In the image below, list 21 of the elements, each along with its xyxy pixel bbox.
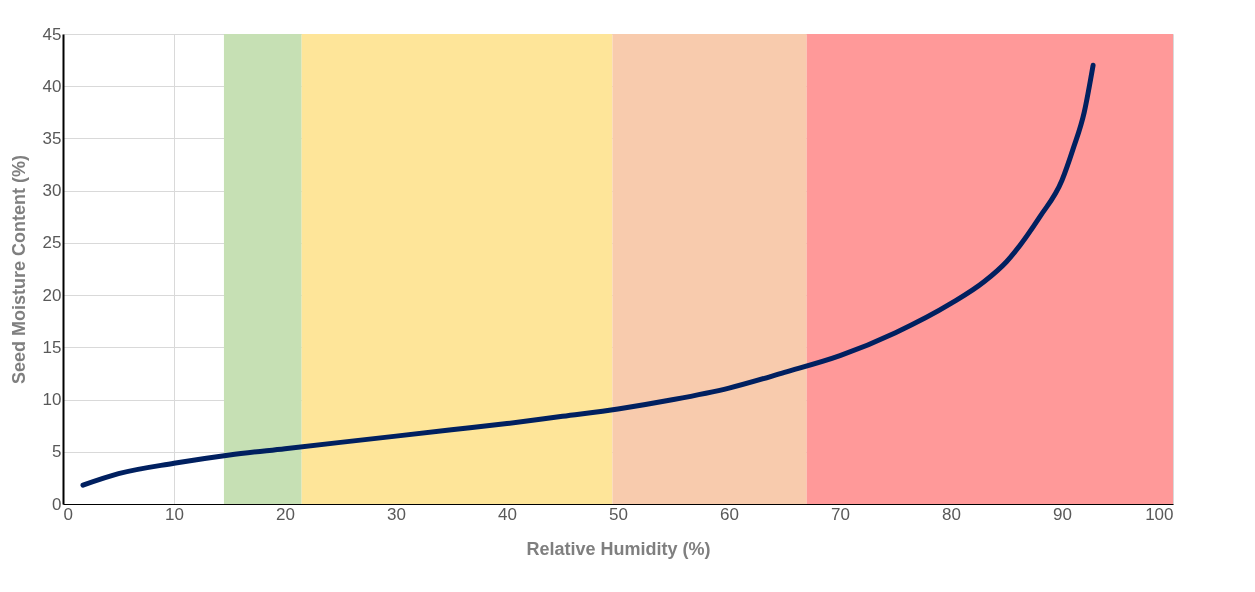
x-tick-label: 80 xyxy=(942,504,961,524)
y-tick-label: 20 xyxy=(42,285,62,305)
x-tick-label: 10 xyxy=(165,504,184,524)
y-tick-label: 15 xyxy=(42,337,62,357)
x-tick-label: 70 xyxy=(831,504,850,524)
y-tick-label: 10 xyxy=(42,390,62,410)
y-tick-label: 25 xyxy=(42,233,62,253)
x-axis-title: Relative Humidity (%) xyxy=(526,538,711,559)
x-tick-label: 20 xyxy=(276,504,295,524)
y-tick-label: 40 xyxy=(42,76,62,96)
y-tick-label: 30 xyxy=(42,181,62,201)
x-tick-label: 90 xyxy=(1053,504,1072,524)
x-tick-label: 30 xyxy=(387,504,406,524)
y-tick-label: 45 xyxy=(42,24,62,44)
x-tick-label: 60 xyxy=(720,504,739,524)
y-tick-label: 5 xyxy=(52,442,62,462)
x-tick-label: 50 xyxy=(609,504,628,524)
y-axis-title: Seed Moisture Content (%) xyxy=(8,154,29,385)
x-tick-label: 100 xyxy=(1145,504,1174,524)
x-tick-label: 40 xyxy=(498,504,517,524)
y-tick-label: 35 xyxy=(42,128,62,148)
